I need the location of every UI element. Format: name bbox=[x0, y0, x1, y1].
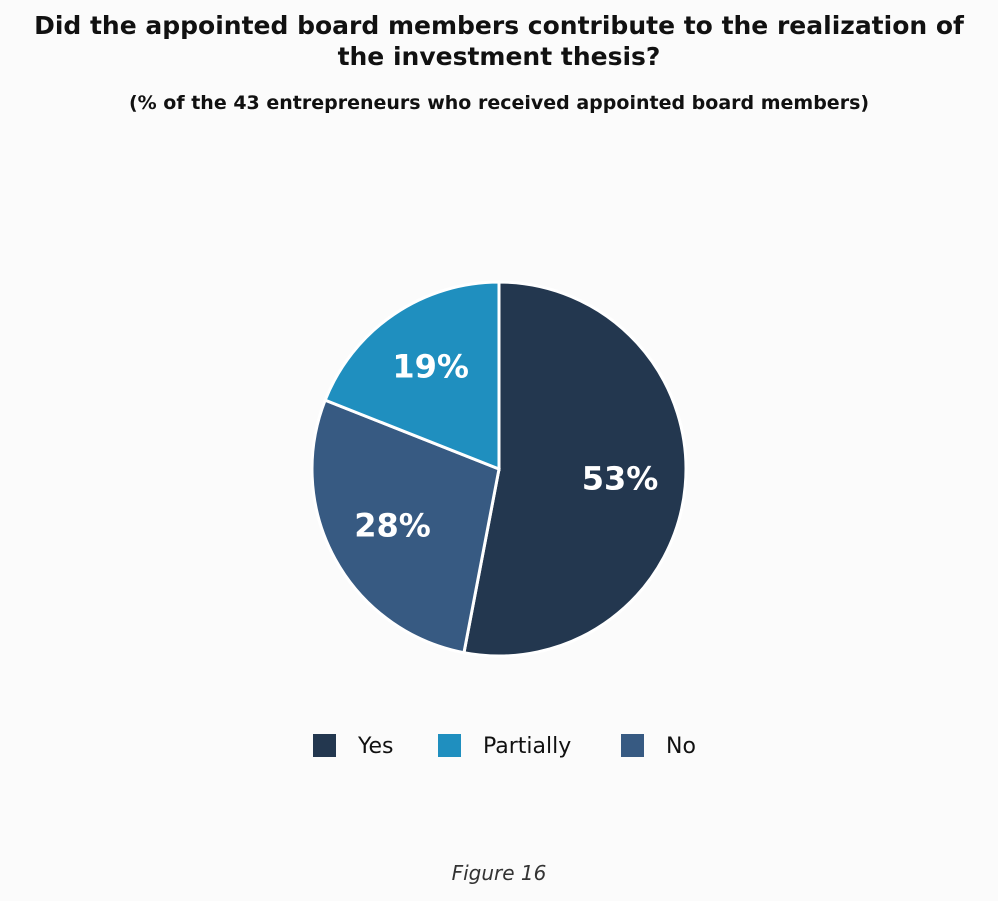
legend-swatch bbox=[438, 734, 461, 757]
chart-title-text: Did the appointed board members contribu… bbox=[34, 11, 964, 71]
caption: Figure 16 bbox=[451, 861, 547, 885]
chart-subtitle: (% of the 43 entrepreneurs who received … bbox=[128, 92, 870, 114]
data-label: 28% bbox=[354, 507, 431, 545]
pie-slice bbox=[323, 280, 501, 472]
chart-title: Did the appointed board members contribu… bbox=[0, 10, 998, 72]
legend-swatch bbox=[621, 734, 644, 757]
legend-label: No bbox=[666, 734, 696, 759]
chart: 53% 28% 19% Yes Partially No bbox=[310, 280, 696, 759]
data-label: 19% bbox=[392, 347, 469, 385]
pie-slice bbox=[462, 280, 688, 658]
pie-slice bbox=[310, 398, 501, 655]
legend-swatch bbox=[313, 734, 336, 757]
legend-label: Yes bbox=[357, 734, 394, 759]
legend-label: Partially bbox=[483, 734, 571, 759]
data-label: 53% bbox=[582, 459, 659, 497]
